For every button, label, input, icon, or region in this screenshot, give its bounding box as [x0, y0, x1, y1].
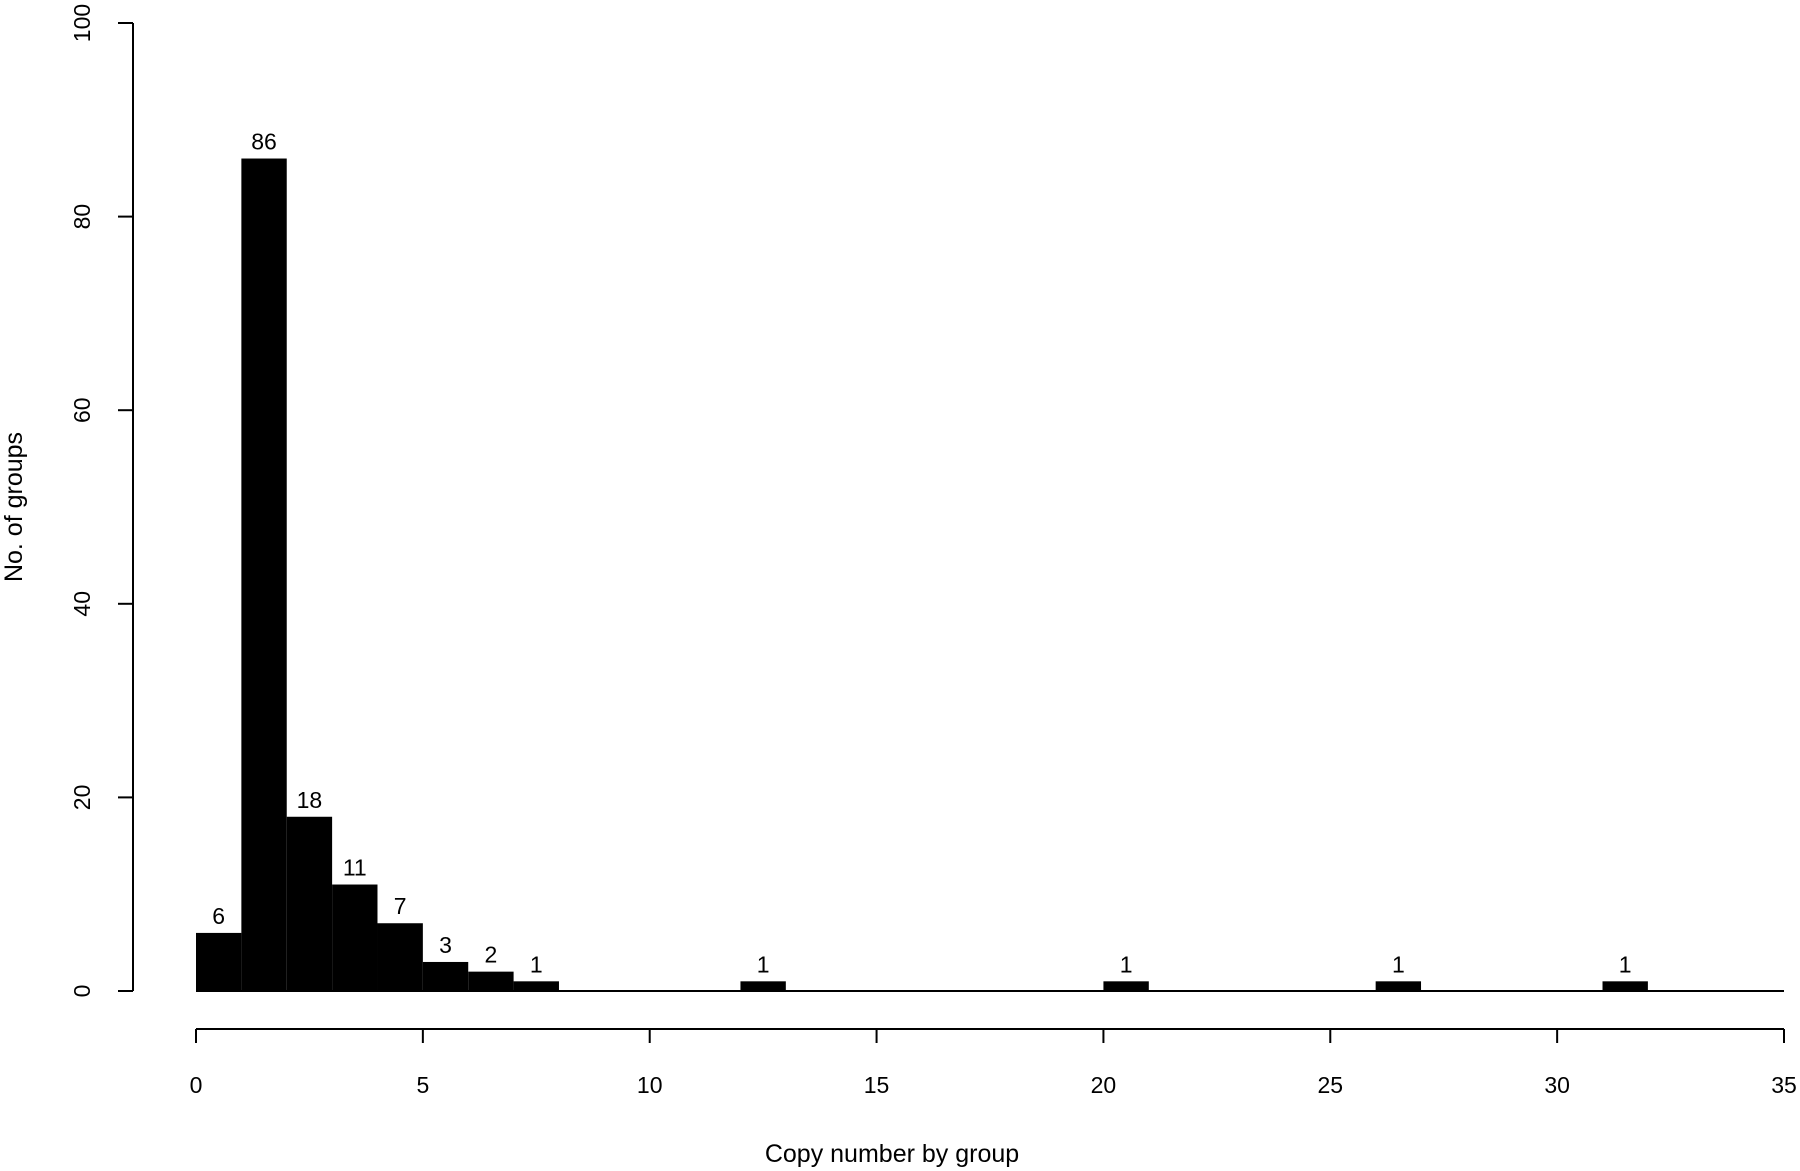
bar — [468, 971, 514, 991]
y-tick-label: 0 — [69, 985, 95, 998]
bar — [1103, 981, 1149, 991]
bar — [422, 961, 469, 991]
y-tick-label: 80 — [69, 204, 95, 230]
bar — [740, 981, 786, 991]
x-tick-label: 15 — [864, 1072, 890, 1098]
x-tick-label: 25 — [1317, 1072, 1343, 1098]
x-tick-label: 5 — [416, 1072, 429, 1098]
x-tick-label: 0 — [190, 1072, 203, 1098]
data-label: 6 — [212, 903, 225, 929]
data-label: 1 — [1619, 951, 1632, 977]
data-label: 1 — [530, 951, 543, 977]
y-axis-label: No. of groups — [0, 432, 28, 582]
x-axis: 0 5 10 15 20 25 30 35 — [190, 1028, 1797, 1098]
data-label: 3 — [439, 932, 452, 958]
bar — [1602, 981, 1648, 991]
y-tick-label: 100 — [69, 4, 95, 42]
bar — [196, 932, 242, 991]
y-axis: 0 20 40 60 80 100 — [69, 4, 134, 998]
x-tick-label: 30 — [1544, 1072, 1570, 1098]
data-label: 18 — [297, 787, 323, 813]
y-tick-label: 40 — [69, 591, 95, 617]
data-label: 2 — [485, 942, 498, 968]
bar — [377, 923, 423, 991]
data-label: 86 — [251, 129, 277, 155]
x-axis-label: Copy number by group — [765, 1140, 1019, 1168]
data-label: 1 — [1392, 951, 1405, 977]
bar — [513, 981, 559, 991]
bar — [1375, 981, 1422, 991]
bars-group — [196, 158, 1784, 992]
bar — [241, 158, 287, 991]
data-label: 1 — [1120, 951, 1133, 977]
y-tick-label: 20 — [69, 785, 95, 811]
bar — [332, 884, 378, 991]
data-label: 1 — [757, 951, 770, 977]
data-label: 11 — [343, 855, 367, 881]
data-label: 7 — [394, 893, 407, 919]
y-tick-label: 60 — [69, 397, 95, 423]
x-tick-label: 35 — [1771, 1072, 1797, 1098]
bar — [286, 816, 333, 991]
x-tick-label: 10 — [637, 1072, 663, 1098]
x-tick-label: 20 — [1091, 1072, 1117, 1098]
